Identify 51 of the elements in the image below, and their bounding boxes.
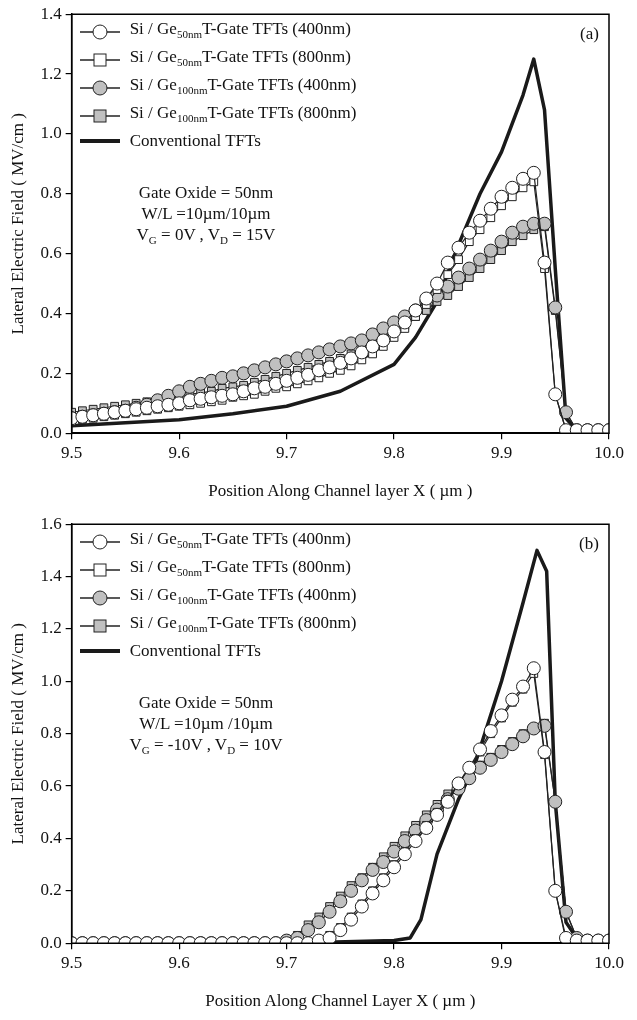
annotation: Gate Oxide = 50nm [138, 182, 274, 202]
y-tick-label: 0.4 [40, 827, 63, 847]
legend-label: Si / Ge$_{100nm}$T-Gate TFTs (400nm) [129, 583, 357, 609]
legend-label: Si / Ge$_{100nm}$T-Gate TFTs (400nm) [129, 73, 357, 99]
legend-label: Conventional TFTs [129, 129, 261, 152]
annotation: (b) [579, 534, 599, 555]
y-tick-label: 1.0 [40, 670, 62, 690]
annotation: (a) [580, 24, 599, 45]
x-tick-label: 9.7 [275, 442, 298, 462]
y-tick-label: 0.8 [40, 723, 62, 743]
annotation: W/L =10µm /10µm [139, 713, 273, 733]
legend-label: Si / Ge$_{50nm}$T-Gate TFTs (400nm) [129, 18, 351, 43]
y-tick-label: 0.4 [40, 302, 63, 322]
y-tick-label: 1.2 [40, 618, 62, 638]
y-tick-label: 1.4 [40, 566, 63, 586]
y-tick-label: 1.4 [40, 3, 63, 23]
legend-label: Si / Ge$_{100nm}$T-Gate TFTs (800nm) [129, 611, 357, 637]
y-tick-label: 0.6 [40, 775, 62, 795]
x-tick-label: 9.5 [61, 442, 83, 462]
x-tick-label: 9.8 [383, 952, 405, 972]
annotation: Gate Oxide = 50nm [138, 692, 274, 712]
annotation: V$_{G}$ = -10V , V$_{D}$ = 10V [129, 734, 283, 757]
y-tick-label: 0.0 [40, 422, 62, 442]
x-tick-label: 9.8 [383, 442, 405, 462]
y-tick-label: 0.0 [40, 932, 62, 952]
legend-label: Si / Ge$_{50nm}$T-Gate TFTs (800nm) [129, 46, 351, 71]
y-tick-label: 0.2 [40, 362, 62, 382]
y-tick-label: 1.0 [40, 123, 62, 143]
annotation: W/L =10µm/10µm [141, 203, 271, 223]
y-tick-label: 0.6 [40, 243, 62, 263]
x-tick-label: 10.0 [594, 442, 624, 462]
x-tick-label: 9.9 [490, 952, 513, 972]
x-tick-label: 9.5 [61, 952, 83, 972]
legend-label: Si / Ge$_{50nm}$T-Gate TFTs (800nm) [129, 556, 351, 581]
y-tick-label: 0.2 [40, 880, 62, 900]
y-tick-label: 0.8 [40, 183, 62, 203]
legend-label: Si / Ge$_{50nm}$T-Gate TFTs (400nm) [129, 528, 351, 553]
legend-label: Si / Ge$_{100nm}$T-Gate TFTs (800nm) [129, 101, 357, 127]
x-tick-label: 9.7 [275, 952, 298, 972]
x-tick-label: 9.6 [168, 442, 190, 462]
x-tick-label: 9.9 [490, 442, 513, 462]
x-tick-label: 9.6 [168, 952, 190, 972]
x-axis-title: Position Along Channel layer X ( µm ) [208, 481, 473, 501]
legend-label: Conventional TFTs [129, 639, 261, 662]
x-axis-title: Position Along Channel Layer X ( µm ) [205, 991, 476, 1011]
y-axis-title: Lateral Electric Field ( MV/cm ) [7, 113, 27, 335]
y-tick-label: 1.2 [40, 63, 62, 83]
y-axis-title: Lateral Electric Field ( MV/cm ) [7, 623, 27, 845]
annotation: V$_{G}$ = 0V , V$_{D}$ = 15V [136, 224, 276, 247]
y-tick-label: 1.6 [40, 513, 62, 533]
x-tick-label: 10.0 [594, 952, 624, 972]
